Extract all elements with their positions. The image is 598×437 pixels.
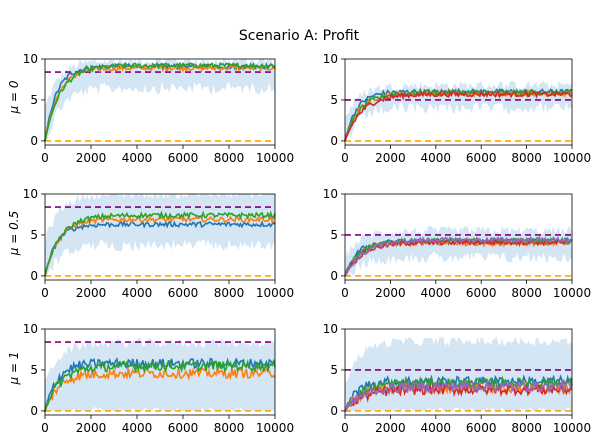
y-tick-label: 5 bbox=[330, 363, 338, 377]
y-tick-label: 0 bbox=[30, 404, 38, 418]
axes-frame bbox=[44, 328, 276, 416]
x-tick-label: 6000 bbox=[466, 151, 497, 165]
x-tick-label: 8000 bbox=[214, 286, 245, 300]
panel-mu1-right: 0 2000 4000 6000 8000 10000 0 5 10 bbox=[323, 322, 591, 435]
x-tick-label: 0 bbox=[341, 286, 349, 300]
x-tick-label: 6000 bbox=[168, 421, 199, 435]
panel-mu05-left: 0 2000 4000 6000 8000 10000 0 5 10 bbox=[23, 187, 294, 300]
x-tick-label: 6000 bbox=[168, 151, 199, 165]
confidence-band bbox=[45, 59, 275, 141]
y-tick-label: 5 bbox=[330, 93, 338, 107]
series-line-3 bbox=[44, 358, 276, 413]
series-line-4 bbox=[344, 382, 573, 413]
x-tick-label: 4000 bbox=[421, 421, 452, 435]
axes-frame bbox=[344, 193, 573, 281]
axes-frame bbox=[44, 58, 276, 146]
x-tick-label: 8000 bbox=[214, 421, 245, 435]
series-line-5 bbox=[344, 235, 573, 277]
series-line-1 bbox=[44, 357, 276, 411]
y-tick-label: 10 bbox=[323, 187, 338, 201]
x-tick-label: 2000 bbox=[76, 286, 107, 300]
y-tick-label: 0 bbox=[330, 404, 338, 418]
x-tick-label: 8000 bbox=[511, 286, 542, 300]
x-tick-label: 4000 bbox=[122, 151, 153, 165]
y-tick-label: 10 bbox=[23, 187, 38, 201]
x-tick-label: 0 bbox=[341, 421, 349, 435]
x-tick-label: 10000 bbox=[256, 286, 294, 300]
x-tick-label: 10000 bbox=[553, 286, 591, 300]
y-tick-label: 10 bbox=[23, 322, 38, 336]
x-tick-label: 8000 bbox=[511, 151, 542, 165]
series-line-5 bbox=[344, 378, 573, 413]
x-tick-label: 4000 bbox=[421, 151, 452, 165]
x-tick-label: 2000 bbox=[375, 151, 406, 165]
x-tick-label: 8000 bbox=[511, 421, 542, 435]
x-tick-label: 10000 bbox=[553, 421, 591, 435]
x-tick-label: 10000 bbox=[256, 151, 294, 165]
panel-mu0-right: 0 2000 4000 6000 8000 10000 0 5 10 bbox=[323, 52, 591, 165]
axes-frame bbox=[344, 328, 573, 416]
y-tick-label: 10 bbox=[323, 322, 338, 336]
y-tick-label: 5 bbox=[30, 363, 38, 377]
y-tick-label: 0 bbox=[330, 269, 338, 283]
x-tick-label: 6000 bbox=[466, 286, 497, 300]
figure-title: Scenario A: Profit bbox=[238, 28, 360, 44]
x-tick-label: 2000 bbox=[375, 421, 406, 435]
x-tick-label: 0 bbox=[41, 151, 49, 165]
axes-frame bbox=[44, 193, 276, 281]
y-tick-label: 0 bbox=[30, 269, 38, 283]
x-tick-label: 4000 bbox=[122, 286, 153, 300]
x-tick-label: 0 bbox=[41, 286, 49, 300]
y-tick-label: 5 bbox=[30, 228, 38, 242]
x-tick-label: 8000 bbox=[214, 151, 245, 165]
x-tick-label: 2000 bbox=[76, 151, 107, 165]
x-tick-label: 10000 bbox=[256, 421, 294, 435]
x-tick-label: 0 bbox=[341, 151, 349, 165]
confidence-band bbox=[345, 226, 572, 276]
confidence-band bbox=[345, 336, 572, 411]
y-tick-label: 5 bbox=[330, 228, 338, 242]
y-tick-label: 10 bbox=[23, 52, 38, 66]
x-tick-label: 6000 bbox=[168, 286, 199, 300]
x-tick-label: 0 bbox=[41, 421, 49, 435]
panel-mu0-left: 0 2000 4000 6000 8000 10000 0 5 10 bbox=[23, 52, 294, 165]
x-tick-label: 4000 bbox=[421, 286, 452, 300]
series-line-3 bbox=[44, 210, 276, 277]
confidence-band bbox=[45, 194, 275, 276]
series-line-1 bbox=[44, 219, 276, 277]
y-tick-label: 0 bbox=[30, 134, 38, 148]
axes-frame bbox=[344, 58, 573, 146]
y-tick-label: 0 bbox=[330, 134, 338, 148]
x-tick-label: 2000 bbox=[76, 421, 107, 435]
x-tick-label: 6000 bbox=[466, 421, 497, 435]
series-line-3 bbox=[44, 61, 276, 141]
panel-mu05-right: 0 2000 4000 6000 8000 10000 0 5 10 bbox=[323, 187, 591, 300]
x-tick-label: 10000 bbox=[553, 151, 591, 165]
panel-mu1-left: 0 2000 4000 6000 8000 10000 0 5 10 bbox=[23, 322, 294, 435]
x-tick-label: 4000 bbox=[122, 421, 153, 435]
series-line-2 bbox=[44, 365, 276, 411]
x-tick-label: 2000 bbox=[375, 286, 406, 300]
y-tick-label: 10 bbox=[323, 52, 338, 66]
series-line-4 bbox=[344, 89, 573, 141]
y-tick-label: 5 bbox=[30, 93, 38, 107]
